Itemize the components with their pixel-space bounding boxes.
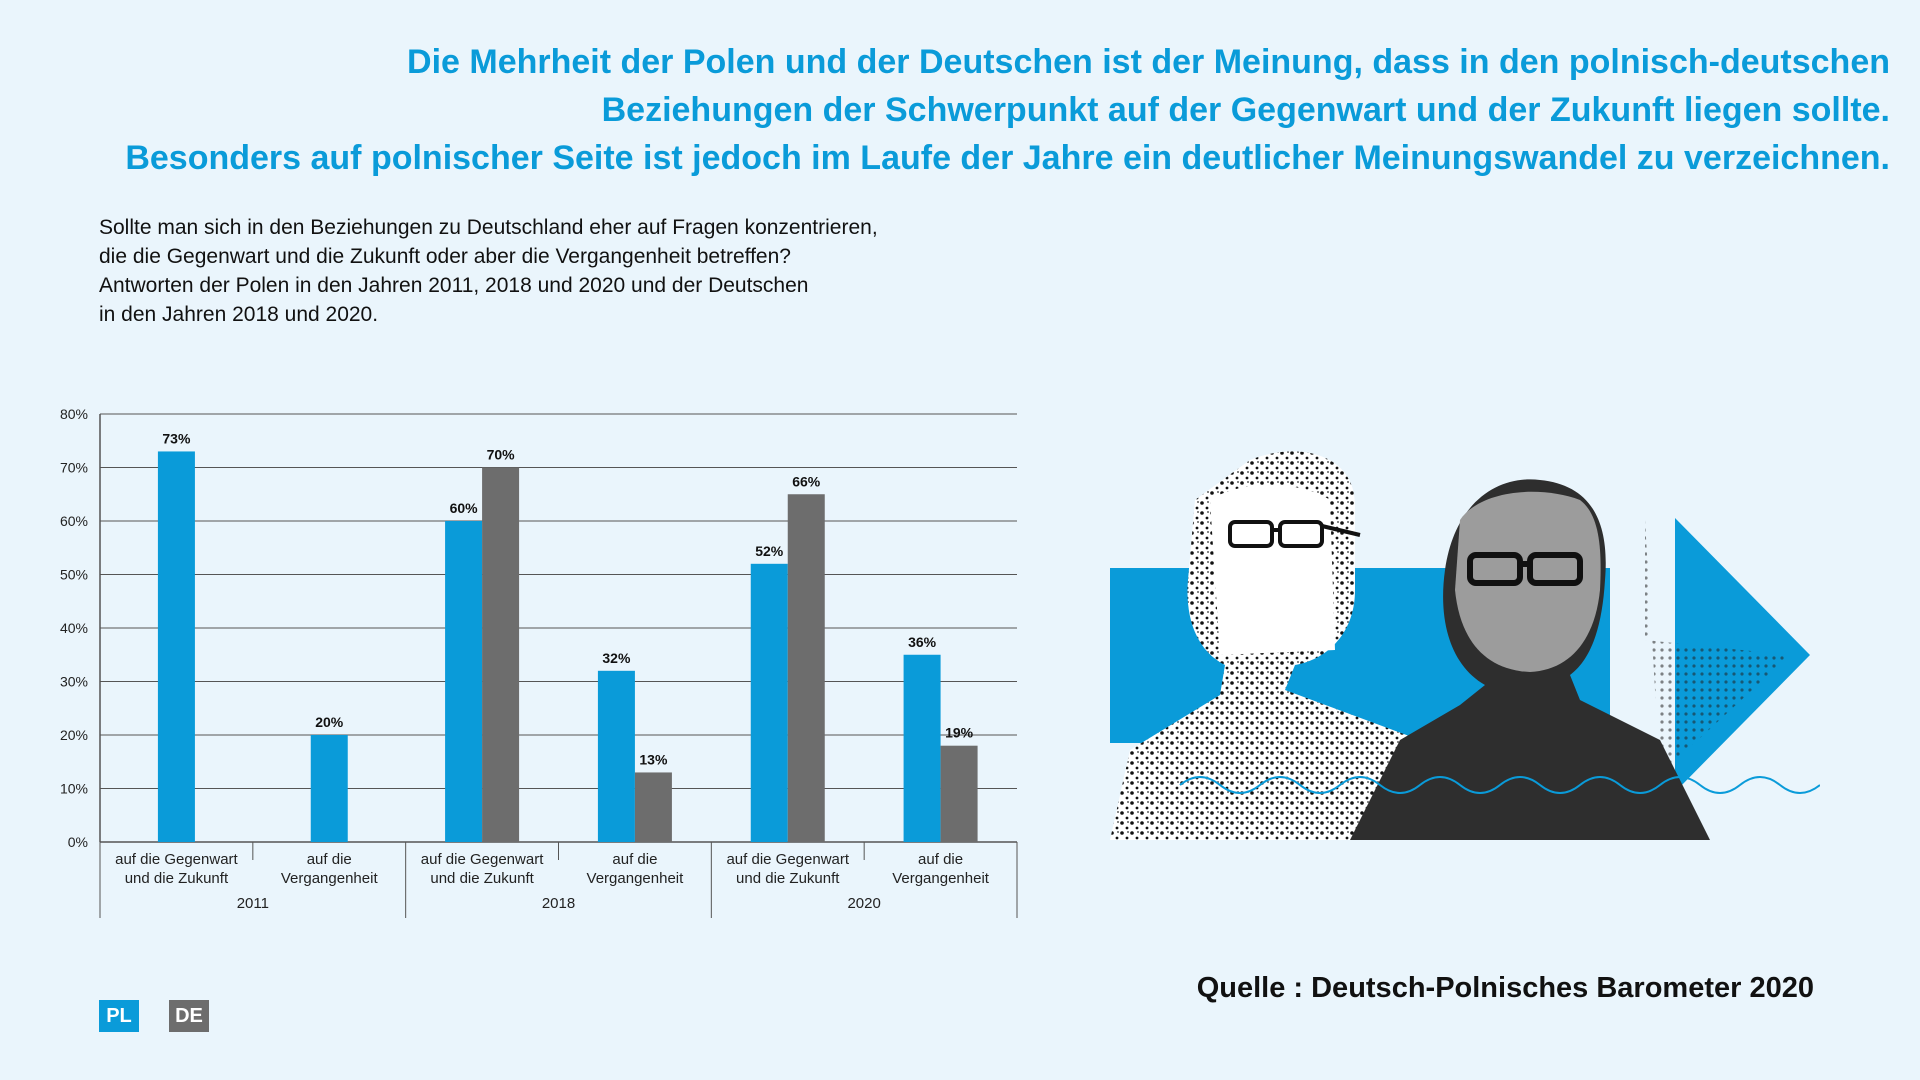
wave-line (1179, 776, 1820, 794)
category-label: und die Zukunft (736, 870, 840, 887)
bar-pl (445, 521, 483, 842)
y-tick-label: 70% (60, 460, 88, 476)
y-tick-label: 10% (60, 781, 88, 797)
bar-pl (157, 451, 195, 842)
category-label: auf die Gegenwart (115, 851, 238, 868)
category-label: Vergangenheit (281, 870, 379, 887)
data-label-pl: 32% (602, 650, 631, 666)
group-year-label: 2018 (542, 895, 575, 912)
category-label: auf die (918, 851, 963, 868)
bar-pl (597, 670, 635, 842)
data-label-pl: 20% (315, 714, 344, 730)
legend: PL DE (99, 1000, 209, 1032)
category-label: auf die Gegenwart (726, 851, 849, 868)
data-label-de: 19% (945, 725, 974, 741)
bar-pl (310, 735, 348, 842)
y-tick-label: 0% (68, 834, 88, 850)
bar-de (787, 494, 825, 842)
data-label-pl: 36% (908, 634, 937, 650)
headline-line-2: Beziehungen der Schwerpunkt auf der Gege… (601, 91, 1890, 129)
question-line-4: in den Jahren 2018 und 2020. (99, 303, 379, 326)
bar-chart: 0% 10% 20% 30% 40% 50% 60% 70% 80% 73% auf die Geg… (60, 406, 1018, 918)
data-label-pl: 73% (162, 430, 191, 446)
data-label-de: 70% (487, 447, 516, 463)
question-text: Sollte man sich in den Beziehungen zu De… (99, 213, 959, 329)
person-left (1110, 451, 1430, 840)
headline: Die Mehrheit der Polen und der Deutschen… (70, 38, 1890, 182)
category-label: und die Zukunft (430, 870, 534, 887)
bar-de (940, 745, 978, 842)
category-label: Vergangenheit (587, 870, 685, 887)
y-tick-label: 40% (60, 620, 88, 636)
legend-pl: PL (99, 1000, 139, 1032)
data-label-pl: 60% (450, 500, 479, 516)
group-year-label: 2011 (237, 895, 269, 912)
y-tick-label: 50% (60, 567, 88, 583)
question-line-3: Antworten der Polen in den Jahren 2011, … (99, 274, 809, 297)
y-tick-label: 20% (60, 727, 88, 743)
people-illustration (1110, 451, 1820, 840)
category-label: auf die (612, 851, 657, 868)
question-line-1: Sollte man sich in den Beziehungen zu De… (99, 216, 878, 239)
y-tick-label: 60% (60, 513, 88, 529)
category-label: auf die (307, 851, 352, 868)
group-year-label: 2020 (847, 895, 880, 912)
category-label: und die Zukunft (125, 870, 229, 887)
person-right (1350, 479, 1710, 840)
y-tick-label: 80% (60, 406, 88, 422)
bar-de (482, 467, 520, 842)
data-label-de: 13% (639, 751, 668, 767)
bar-de (634, 772, 672, 842)
category-label: Vergangenheit (892, 870, 990, 887)
data-label-de: 66% (792, 473, 821, 489)
bar-pl (903, 654, 941, 842)
question-line-2: die die Gegenwart und die Zukunft oder a… (99, 245, 791, 268)
headline-line-3: Besonders auf polnischer Seite ist jedoc… (125, 139, 1890, 177)
category-label: auf die Gegenwart (421, 851, 544, 868)
bar-pl (750, 563, 788, 842)
data-label-pl: 52% (755, 543, 784, 559)
source-note: Quelle : Deutsch-Polnisches Barometer 20… (1196, 972, 1814, 1004)
y-tick-label: 30% (60, 674, 88, 690)
legend-de: DE (169, 1000, 209, 1032)
headline-line-1: Die Mehrheit der Polen und der Deutschen… (407, 43, 1890, 81)
